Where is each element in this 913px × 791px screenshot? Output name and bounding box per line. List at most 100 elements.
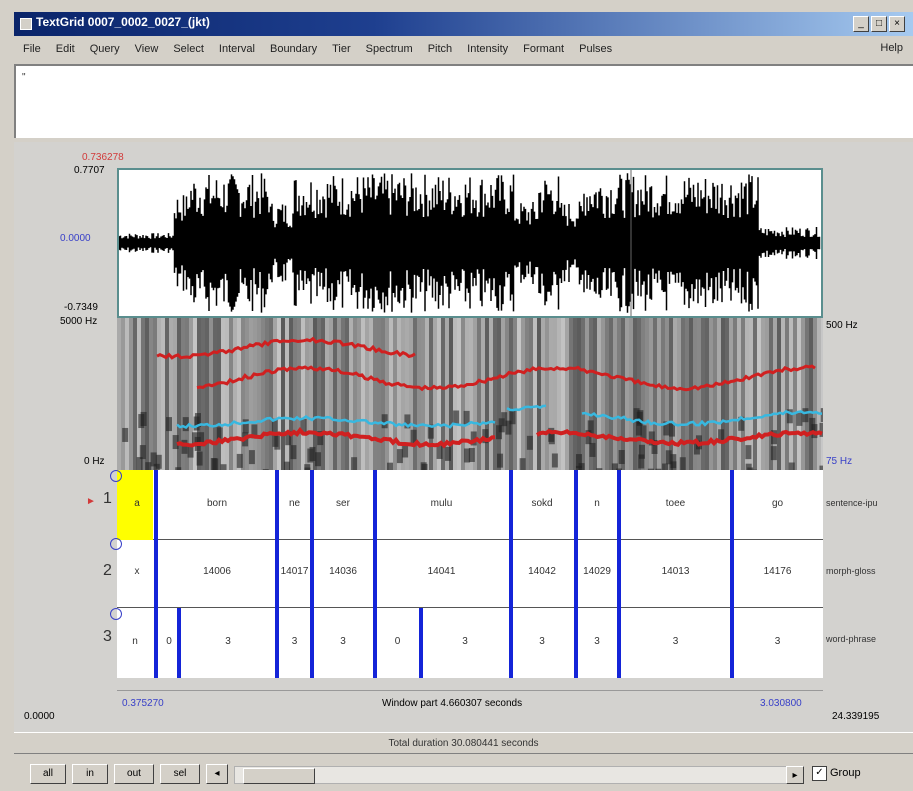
- menu-tier[interactable]: Tier: [332, 43, 351, 55]
- menu-spectrum[interactable]: Spectrum: [365, 43, 413, 55]
- spectrogram-column: [509, 318, 513, 470]
- pitch-track: [581, 409, 823, 427]
- spectrogram-column: [205, 318, 209, 470]
- spectrogram-panel[interactable]: [117, 318, 823, 470]
- tier3-interval[interactable]: 3: [340, 636, 346, 647]
- tier1-interval[interactable]: ne: [288, 498, 301, 509]
- tier-marker-icon: [110, 538, 122, 550]
- tier-boundary[interactable]: [275, 470, 279, 678]
- menu-pulses[interactable]: Pulses: [579, 43, 613, 55]
- interval-text-field[interactable]: ": [14, 64, 913, 138]
- tier3-interval[interactable]: 3: [594, 636, 600, 647]
- menu-boundary[interactable]: Boundary: [269, 43, 318, 55]
- tier-1[interactable]: a born ne ser mulu sokd n toee go: [117, 470, 823, 540]
- tier-boundary[interactable]: [730, 470, 734, 678]
- tier-boundary[interactable]: [373, 470, 377, 678]
- spectrogram-column: [557, 318, 561, 470]
- spectrogram-column: [549, 318, 553, 470]
- spectrogram-energy: [283, 461, 290, 470]
- tier-boundary[interactable]: [574, 470, 578, 678]
- tier-boundary[interactable]: [177, 608, 181, 678]
- tier1-interval[interactable]: sokd: [531, 498, 553, 509]
- menu-intensity[interactable]: Intensity: [467, 43, 509, 55]
- tier2-interval[interactable]: 14006: [203, 566, 231, 577]
- spectrogram-column: [217, 318, 221, 470]
- menu-interval[interactable]: Interval: [218, 43, 255, 55]
- spectrogram-column: [125, 318, 129, 470]
- zoom-all-button[interactable]: all: [30, 764, 66, 784]
- spectrogram-energy: [633, 408, 640, 423]
- tier-boundary[interactable]: [509, 470, 513, 678]
- zoom-sel-button[interactable]: sel: [160, 764, 200, 784]
- spectrogram-column: [637, 318, 641, 470]
- spectrogram-column: [573, 318, 577, 470]
- scrollbar-thumb[interactable]: [243, 768, 315, 784]
- zoom-in-button[interactable]: in: [72, 764, 108, 784]
- zoom-out-button[interactable]: out: [114, 764, 154, 784]
- tier2-interval[interactable]: 14036: [329, 566, 357, 577]
- tier3-interval[interactable]: 3: [539, 636, 545, 647]
- tier2-interval[interactable]: x: [134, 566, 140, 577]
- tier-boundary[interactable]: [617, 470, 621, 678]
- tier2-interval[interactable]: 14041: [427, 566, 456, 577]
- menu-query[interactable]: Query: [89, 43, 120, 55]
- tier3-interval[interactable]: 0: [166, 636, 172, 647]
- tier3-interval[interactable]: 3: [774, 636, 781, 647]
- close-icon[interactable]: ×: [889, 16, 905, 32]
- tier2-interval[interactable]: 14017: [280, 566, 309, 577]
- menu-file[interactable]: File: [23, 43, 41, 55]
- spectrogram-column: [369, 318, 373, 470]
- tier-boundary[interactable]: [310, 470, 314, 678]
- tier1-interval[interactable]: born: [206, 498, 227, 509]
- menu-select[interactable]: Select: [173, 43, 204, 55]
- waveform-top-red: 0.736278: [82, 152, 124, 163]
- waveform-panel[interactable]: [117, 168, 823, 318]
- spectrogram-energy: [285, 431, 292, 446]
- textgrid-tiers[interactable]: a born ne ser mulu sokd n toee go x 1400…: [117, 470, 823, 678]
- menu-formant[interactable]: Formant: [523, 43, 565, 55]
- spectrogram-energy: [436, 444, 443, 459]
- spectrogram-column: [493, 318, 497, 470]
- spectrogram-energy: [819, 422, 823, 437]
- tier3-interval[interactable]: 3: [462, 636, 468, 647]
- tier-3[interactable]: n 0 3 3 3 0 3 3 3 3 3: [117, 608, 823, 678]
- tier2-interval[interactable]: 14029: [583, 566, 611, 577]
- minimize-icon[interactable]: _: [853, 16, 869, 32]
- tier1-interval[interactable]: a: [134, 498, 140, 509]
- tier3-interval[interactable]: 0: [394, 636, 401, 647]
- spectrogram-column: [325, 318, 329, 470]
- spectrogram-column: [485, 318, 489, 470]
- spectrogram-energy: [665, 450, 672, 465]
- tier-boundary[interactable]: [419, 608, 423, 678]
- scroll-left-arrow-icon[interactable]: ◂: [206, 764, 228, 784]
- spectrogram-column: [221, 318, 225, 470]
- tier1-interval[interactable]: mulu: [430, 498, 453, 509]
- maximize-icon[interactable]: □: [871, 16, 887, 32]
- tier-boundary[interactable]: [154, 470, 158, 678]
- spectrogram-column: [329, 318, 333, 470]
- total-end-time: 24.339195: [832, 711, 880, 722]
- tier3-interval[interactable]: 3: [672, 636, 679, 647]
- tier2-interval[interactable]: 14013: [661, 566, 690, 577]
- spectrogram-energy: [251, 424, 258, 439]
- tier2-interval[interactable]: 14042: [528, 566, 556, 577]
- menu-pitch[interactable]: Pitch: [427, 43, 453, 55]
- spectrogram-column: [237, 318, 241, 470]
- total-duration-bar[interactable]: Total duration 30.080441 seconds: [14, 732, 913, 754]
- tier3-interval[interactable]: 3: [291, 636, 298, 647]
- group-checkbox[interactable]: ✓: [812, 766, 827, 781]
- tier1-interval[interactable]: n: [594, 498, 600, 509]
- tier3-interval[interactable]: 3: [225, 636, 231, 647]
- menu-help[interactable]: Help: [880, 42, 903, 54]
- menu-view[interactable]: View: [134, 43, 159, 55]
- tier3-interval[interactable]: n: [132, 636, 138, 647]
- menu-edit[interactable]: Edit: [55, 43, 75, 55]
- tier-2[interactable]: x 14006 14017 14036 14041 14042 14029 14…: [117, 540, 823, 608]
- tier1-interval[interactable]: toee: [665, 498, 686, 509]
- scroll-right-arrow-icon[interactable]: ▸: [786, 766, 804, 784]
- tier2-interval[interactable]: 14176: [763, 566, 792, 577]
- tier1-interval[interactable]: go: [771, 498, 784, 509]
- time-scrollbar[interactable]: [234, 766, 804, 784]
- spectrogram-energy: [402, 443, 409, 458]
- tier1-interval[interactable]: ser: [336, 498, 350, 509]
